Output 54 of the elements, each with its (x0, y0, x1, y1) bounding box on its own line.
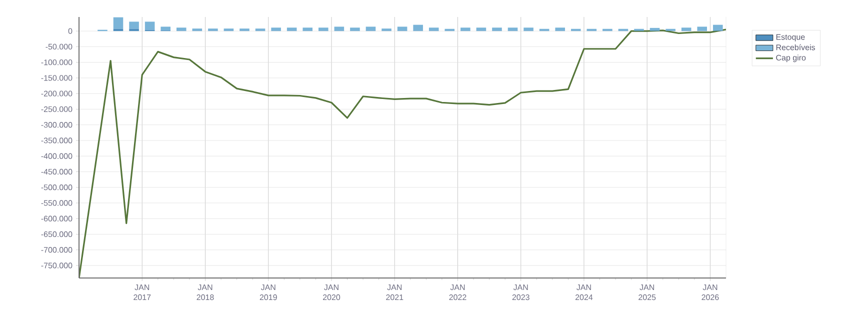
y-tick-label: -300.000 (41, 122, 72, 128)
bar (555, 28, 565, 31)
x-tick-label: JAN 2024 (575, 284, 593, 300)
bar (460, 28, 470, 31)
y-tick-label: -750.000 (41, 262, 72, 268)
bar (113, 17, 124, 29)
bar (129, 22, 139, 29)
y-tick-label: -50.000 (46, 44, 72, 50)
bar (508, 28, 518, 31)
bar (397, 26, 408, 31)
bar (129, 28, 139, 32)
x-tick-label: JAN 2026 (702, 284, 719, 300)
bar (318, 28, 328, 31)
bar (144, 22, 155, 30)
bar (492, 28, 502, 31)
legend-label: Estoque (776, 34, 805, 42)
bar (697, 26, 708, 31)
y-tick-label: -450.000 (41, 168, 72, 175)
bar (413, 24, 423, 31)
bar (428, 28, 439, 31)
bar (713, 24, 723, 31)
bar (160, 26, 170, 30)
y-tick-label: -250.000 (41, 106, 72, 112)
y-tick-label: -650.000 (41, 231, 72, 238)
y-tick-label: -100.000 (41, 59, 72, 66)
bar (681, 28, 692, 31)
bar (334, 26, 344, 31)
x-tick-label: JAN 2017 (134, 284, 151, 300)
x-tick-label: JAN 2019 (260, 284, 277, 300)
y-tick-label: 0 (68, 28, 72, 34)
bar (271, 28, 281, 31)
y-tick-label: -150.000 (41, 75, 72, 81)
y-tick-label: -500.000 (41, 184, 72, 190)
y-tick-label: -400.000 (41, 153, 72, 159)
y-tick-label: -700.000 (41, 247, 72, 253)
bar (302, 28, 313, 31)
bar (476, 28, 486, 31)
x-tick-label: JAN 2021 (386, 284, 404, 300)
x-tick-label: JAN 2018 (196, 284, 214, 300)
legend-label: Recebíveis (776, 44, 816, 50)
x-tick-label: JAN 2020 (323, 284, 340, 300)
x-tick-label: JAN 2023 (512, 284, 530, 300)
x-tick-label: JAN 2025 (638, 284, 656, 300)
bar (366, 26, 376, 31)
y-tick-label: -550.000 (41, 200, 72, 206)
y-tick-label: -600.000 (41, 216, 72, 222)
bar (350, 28, 360, 31)
bar (524, 28, 534, 31)
legend-label: Cap giro (776, 54, 806, 62)
y-tick-label: -350.000 (41, 138, 72, 144)
bar (176, 28, 186, 31)
x-tick-label: JAN 2022 (449, 284, 466, 300)
bar (286, 28, 297, 31)
y-tick-label: -200.000 (41, 90, 72, 96)
